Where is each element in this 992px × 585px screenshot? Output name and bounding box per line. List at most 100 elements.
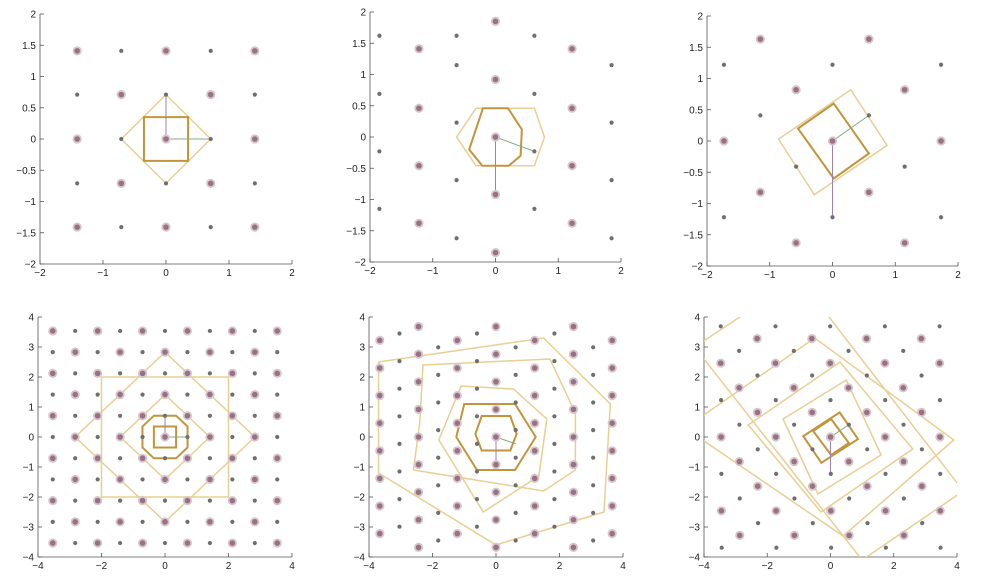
lattice-point-small	[591, 372, 596, 377]
lattice-point-large	[416, 105, 422, 112]
lattice-point-large	[274, 540, 281, 546]
lattice-point-small	[474, 497, 480, 502]
lattice-point-small	[377, 91, 382, 96]
inner-cell	[141, 414, 189, 460]
lattice-point-large	[162, 349, 168, 355]
lattice-point-large	[754, 483, 761, 489]
lattice-point-small	[810, 447, 815, 452]
lattice-point-large	[229, 412, 236, 419]
y-tick-label: 2	[28, 373, 34, 384]
lattice-point-large	[163, 224, 169, 230]
y-tick-label: 0	[697, 137, 703, 148]
lattice-point-small	[162, 498, 168, 503]
lattice-point-large	[609, 448, 616, 454]
lattice-point-small	[230, 392, 235, 397]
lattice-point-large	[117, 519, 123, 525]
lattice-point-small	[828, 471, 833, 476]
lattice-point-large	[376, 337, 383, 344]
lattice-point-large	[118, 91, 125, 98]
lattice-point-small	[829, 545, 834, 550]
lattice-point-small	[552, 331, 557, 336]
lattice-point-small	[208, 48, 213, 53]
lattice-point-large	[531, 420, 538, 426]
lattice-point-large	[609, 530, 616, 537]
lattice-point-large	[493, 351, 499, 357]
lattice-point-small	[737, 348, 742, 353]
lattice-point-small	[95, 434, 100, 440]
lattice-point-small	[140, 519, 145, 524]
x-tick-label: 2	[226, 561, 232, 572]
lattice-point-small	[609, 120, 614, 125]
lattice-point-large	[251, 434, 258, 440]
lattice-point-small	[718, 324, 723, 329]
vector-b	[495, 136, 535, 152]
lattice-point-large	[415, 461, 422, 468]
lattice-point-small	[552, 359, 557, 364]
lattice-point-large	[72, 349, 79, 355]
y-tick-label: 1	[30, 72, 36, 83]
x-tick-label: −4	[32, 561, 44, 572]
lattice-point-small	[865, 521, 870, 526]
lattice-point-small	[474, 469, 480, 474]
x-tick-label: −1	[427, 266, 439, 277]
lattice-point-large	[757, 189, 764, 196]
lattice-point-small	[882, 324, 887, 329]
lattice-point-small	[436, 510, 441, 515]
lattice-point-large	[828, 508, 834, 514]
lattice-point-large	[936, 360, 943, 366]
outer-cell	[777, 88, 889, 196]
y-tick-label: 1.5	[689, 43, 703, 54]
lattice-point-small	[609, 178, 614, 183]
lattice-point-large	[207, 391, 213, 398]
y-tick-label: −4	[23, 553, 35, 564]
lattice-point-small	[883, 398, 888, 403]
lattice-point-small	[397, 441, 402, 446]
lattice-point-small	[552, 414, 557, 419]
plot-area	[719, 34, 946, 248]
lattice-point-large	[492, 18, 499, 25]
lattice-point-large	[49, 328, 56, 334]
lattice-point-large	[184, 540, 191, 546]
lattice-point-small	[591, 455, 596, 460]
lattice-point-small	[532, 33, 537, 38]
lattice-point-large	[570, 461, 577, 468]
lattice-point-small	[436, 538, 441, 543]
lattice-point-large	[570, 517, 577, 523]
lattice-point-large	[918, 409, 925, 416]
lattice-point-small	[609, 236, 614, 241]
lattice-point-large	[74, 48, 80, 54]
lattice-point-small	[118, 371, 123, 376]
y-tick-label: 4	[28, 313, 34, 324]
x-tick-label: 0	[830, 270, 836, 281]
lattice-point-large	[492, 76, 499, 83]
lattice-point-large	[901, 532, 907, 539]
lattice-point-small	[474, 524, 480, 529]
lattice-point-small	[252, 413, 257, 418]
lattice-point-large	[72, 519, 79, 525]
outer-cell	[438, 385, 548, 514]
y-tick-label: −0.5	[683, 168, 703, 179]
lattice-point-small	[847, 496, 852, 501]
y-tick-label: −3	[23, 523, 35, 534]
lattice-point-small	[162, 371, 168, 376]
x-tick-label: −2	[701, 270, 713, 281]
y-tick-label: 3	[694, 343, 700, 354]
x-tick-label: −1	[97, 268, 109, 279]
outer-cell	[412, 358, 577, 492]
lattice-point-large	[184, 412, 191, 419]
lattice-point-large	[454, 503, 461, 509]
lattice-point-small	[513, 400, 518, 405]
lattice-point-large	[609, 475, 616, 482]
lattice-point-small	[377, 33, 382, 38]
lattice-point-large	[117, 434, 123, 440]
x-tick-label: 1	[226, 268, 232, 279]
lattice-point-small	[758, 113, 763, 118]
lattice-point-large	[454, 530, 461, 537]
lattice-point-small	[721, 215, 727, 220]
lattice-point-small	[937, 324, 942, 329]
lattice-point-small	[774, 545, 779, 550]
lattice-plot-1: −2 −1 0 1 2 −2 −1.5 −1 −0.5 0 0.5 1 1.5 2	[16, 10, 295, 280]
lattice-point-small	[397, 386, 402, 391]
lattice-point-small	[609, 63, 614, 68]
lattice-point-small	[208, 136, 213, 142]
